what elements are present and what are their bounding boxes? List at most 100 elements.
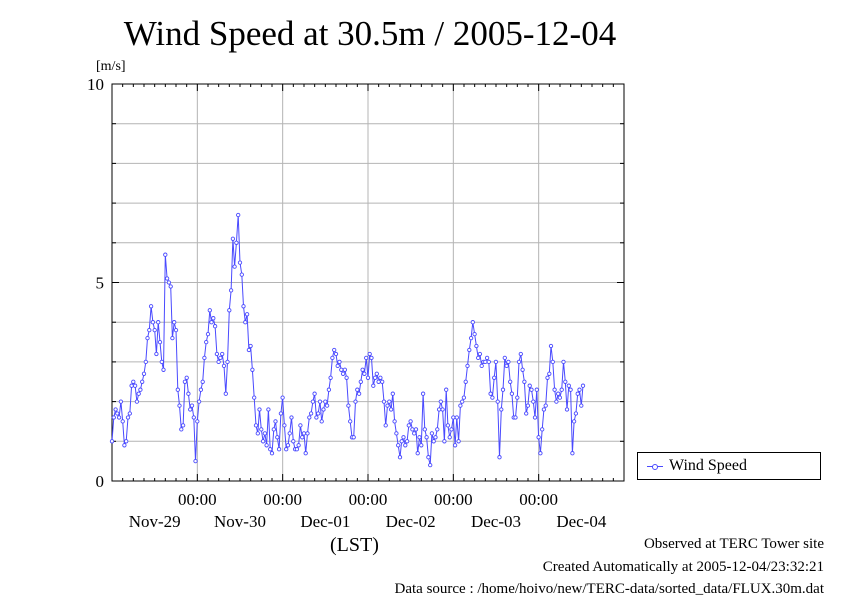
data-point [431, 439, 436, 444]
data-point [159, 359, 164, 365]
data-point [275, 435, 280, 440]
data-point [180, 423, 186, 428]
data-point [244, 312, 250, 317]
data-point [232, 264, 237, 269]
data-point [202, 355, 207, 361]
data-point [454, 415, 459, 420]
data-point [474, 343, 479, 349]
data-point [477, 351, 483, 357]
data-point [524, 411, 529, 416]
data-point [417, 435, 422, 440]
data-point [116, 415, 122, 420]
data-point [364, 355, 369, 361]
x-date-label: Dec-04 [556, 512, 607, 531]
data-point [552, 387, 557, 392]
data-point [504, 363, 509, 369]
data-point [577, 387, 582, 392]
legend-label: Wind Speed [669, 457, 748, 474]
data-point [543, 403, 548, 408]
data-point [385, 403, 390, 408]
data-point [305, 431, 310, 436]
data-point [506, 359, 511, 365]
data-point [278, 411, 284, 416]
data-point [294, 447, 300, 452]
data-point [554, 399, 559, 404]
data-point [150, 320, 156, 325]
data-point [134, 399, 140, 404]
data-point [170, 335, 175, 341]
data-point [236, 212, 241, 218]
data-point [328, 375, 333, 380]
data-point [579, 403, 584, 408]
data-point [468, 335, 474, 341]
x-date-label: Nov-30 [214, 512, 266, 531]
data-point [541, 407, 547, 412]
data-point [527, 383, 532, 388]
data-point [332, 347, 337, 353]
data-point [458, 403, 463, 408]
data-point [262, 431, 268, 436]
data-point [502, 355, 507, 361]
data-point [445, 423, 451, 428]
data-point [113, 407, 118, 412]
data-point [447, 435, 452, 440]
data-point [193, 458, 198, 464]
data-point [129, 383, 134, 388]
data-point [419, 443, 424, 448]
data-point [221, 363, 227, 369]
data-point [252, 395, 257, 400]
data-point [196, 399, 202, 404]
x-tick-label: 00:00 [349, 490, 388, 509]
data-point [525, 403, 531, 408]
data-point [335, 363, 340, 369]
data-point [164, 276, 170, 281]
data-point [348, 419, 353, 424]
data-point [209, 320, 214, 325]
data-point [255, 431, 260, 436]
data-point [260, 439, 266, 444]
x-tick-label: 00:00 [434, 490, 473, 509]
data-point [536, 435, 541, 440]
data-point [346, 403, 351, 408]
x-date-label: Nov-29 [129, 512, 181, 531]
data-point [188, 407, 193, 412]
data-point [259, 427, 264, 432]
data-point [559, 387, 564, 392]
data-point [435, 427, 440, 432]
data-point [520, 367, 525, 372]
data-point [289, 415, 294, 420]
data-point [342, 367, 348, 372]
data-point [490, 395, 495, 400]
data-point [406, 423, 411, 428]
data-point [308, 411, 314, 416]
data-point [145, 335, 150, 341]
data-point [157, 339, 163, 345]
data-point [493, 359, 499, 365]
data-point [436, 407, 442, 412]
data-point [479, 363, 484, 369]
legend: Wind Speed [637, 452, 821, 480]
x-tick-label: 00:00 [519, 490, 558, 509]
data-point [122, 443, 127, 448]
data-point [250, 367, 255, 372]
data-point [387, 399, 392, 404]
data-point [461, 395, 467, 400]
data-point [365, 375, 371, 380]
x-date-label: Dec-02 [386, 512, 436, 531]
data-point [452, 443, 458, 448]
data-point [351, 435, 356, 440]
data-point [316, 411, 321, 416]
x-date-label: Dec-01 [300, 512, 350, 531]
data-point [545, 375, 550, 380]
data-point [207, 308, 212, 313]
data-point [301, 431, 307, 436]
data-point [317, 399, 323, 404]
data-point [172, 320, 177, 325]
data-point [573, 411, 579, 416]
data-point [433, 435, 438, 440]
data-point [127, 411, 132, 416]
data-point [401, 435, 406, 440]
data-point [356, 391, 362, 396]
data-point [392, 419, 397, 424]
